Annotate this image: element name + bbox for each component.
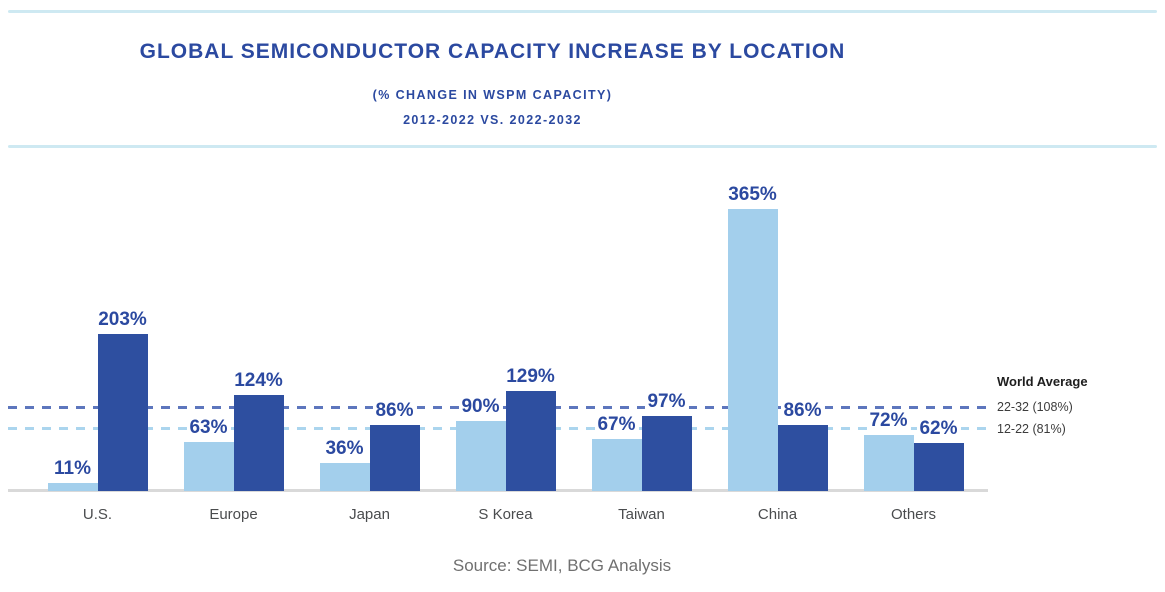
value-label-12-22-others: 72% (866, 410, 911, 433)
category-label-taiwan: Taiwan (618, 506, 665, 523)
top-divider-line (8, 10, 1157, 13)
value-label-12-22-china: 365% (725, 184, 780, 206)
chart-subtitle-units: (% CHANGE IN WSPM CAPACITY) (372, 88, 613, 102)
value-label-22-32-taiwan: 97% (644, 391, 689, 414)
category-label-europe: Europe (209, 506, 258, 523)
source-citation: Source: SEMI, BCG Analysis (452, 556, 672, 575)
bar-22-32-skorea (505, 391, 556, 491)
value-label-12-22-taiwan: 67% (594, 414, 639, 437)
value-label-22-32-others: 62% (916, 418, 961, 441)
bar-22-32-japan (369, 424, 420, 491)
category-label-china: China (757, 506, 798, 523)
value-label-22-32-skorea: 129% (503, 366, 558, 389)
bar-22-32-china (777, 424, 828, 491)
category-label-others: Others (890, 506, 937, 523)
category-label-japan: Japan (349, 506, 390, 523)
value-label-22-32-us: 203% (95, 309, 150, 332)
header-divider-line (8, 145, 1157, 148)
bar-12-22-taiwan (591, 439, 642, 491)
bar-12-22-skorea (455, 421, 506, 491)
bar-12-22-europe (183, 442, 234, 491)
bar-12-22-others (863, 435, 914, 491)
bar-22-32-europe (233, 395, 284, 491)
legend-item-22-32: 22-32 (108%) (997, 400, 1073, 414)
legend-title: World Average (997, 374, 1088, 389)
value-label-12-22-skorea: 90% (458, 396, 503, 419)
bar-12-22-us (47, 482, 98, 491)
chart-title: GLOBAL SEMICONDUCTOR CAPACITY INCREASE B… (139, 40, 846, 63)
bar-22-32-others (913, 443, 964, 491)
bar-22-32-us (97, 334, 148, 491)
legend-item-12-22: 12-22 (81%) (997, 422, 1066, 436)
category-label-us: U.S. (82, 506, 113, 523)
chart-subtitle-periods: 2012-2022 VS. 2022-2032 (403, 113, 582, 127)
value-label-12-22-japan: 36% (322, 438, 367, 461)
value-label-22-32-japan: 86% (372, 399, 417, 422)
value-label-12-22-europe: 63% (186, 417, 231, 440)
category-label-skorea: S Korea (478, 506, 533, 523)
value-label-12-22-us: 11% (51, 457, 94, 480)
bar-22-32-taiwan (641, 416, 692, 491)
value-label-22-32-europe: 124% (231, 370, 286, 393)
bar-12-22-japan (319, 463, 370, 491)
bar-12-22-china (727, 209, 778, 491)
value-label-22-32-china: 86% (780, 399, 825, 422)
